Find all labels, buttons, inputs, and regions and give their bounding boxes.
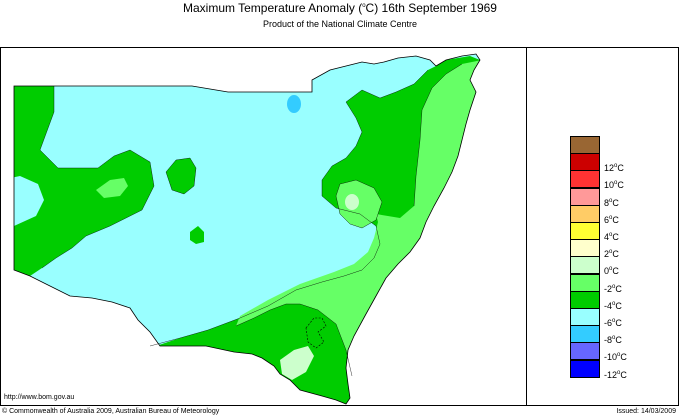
legend-swatch (570, 273, 600, 292)
legend-label: -12oC (604, 369, 627, 380)
issued-date: Issued: 14/03/2009 (616, 408, 676, 415)
legend-swatch (570, 204, 600, 223)
region-south-dark-green (300, 364, 350, 400)
legend-label: -4oC (604, 300, 622, 311)
legend-divider (526, 47, 527, 406)
legend-label: 10oC (604, 180, 624, 191)
legend-swatch (570, 359, 600, 378)
copyright-text: © Commonwealth of Australia 2009, Austra… (2, 408, 220, 415)
legend-label: 0oC (604, 266, 619, 277)
legend-swatch (570, 290, 600, 309)
region-west-cyan-notch (14, 176, 44, 228)
legend-swatch (570, 153, 600, 172)
legend-label: 2oC (604, 249, 619, 260)
legend-swatch (570, 170, 600, 189)
legend-label: -10oC (604, 352, 627, 363)
legend-swatch (570, 187, 600, 206)
map-subtitle: Product of the National Climate Centre (262, 19, 418, 29)
legend-label: -6oC (604, 318, 622, 328)
region-central-blob (166, 158, 196, 194)
legend-swatch (570, 325, 600, 344)
legend-label: -2oC (604, 283, 622, 294)
contour-lines (39, 63, 463, 377)
legend-swatch (570, 239, 600, 258)
legend-label: 6oC (604, 214, 619, 225)
act-outline (305, 317, 327, 349)
legend-swatch (570, 136, 600, 154)
region-west-pale-blob (96, 178, 128, 198)
legend-label: 4oC (604, 232, 619, 242)
legend-swatch (570, 256, 600, 275)
legend-label: 8oC (604, 197, 619, 208)
legend-swatch (570, 222, 600, 240)
region-pale-spot (345, 194, 359, 210)
map-title: Maximum Temperature Anomaly (oC) 16th Se… (183, 1, 497, 15)
legend-label: -8oC (604, 335, 622, 346)
region-inland-pale-spot (336, 180, 382, 228)
region-south-pale (280, 346, 314, 380)
legend-swatch (570, 308, 600, 326)
region-west-green (14, 80, 154, 276)
region-blue-blob (287, 95, 301, 113)
legend-swatch (570, 342, 600, 361)
legend-label: 12oC (604, 163, 624, 174)
bom-url[interactable]: http://www.bom.gov.au (4, 394, 75, 401)
map-frame (0, 47, 679, 406)
region-small-blob (190, 226, 204, 244)
